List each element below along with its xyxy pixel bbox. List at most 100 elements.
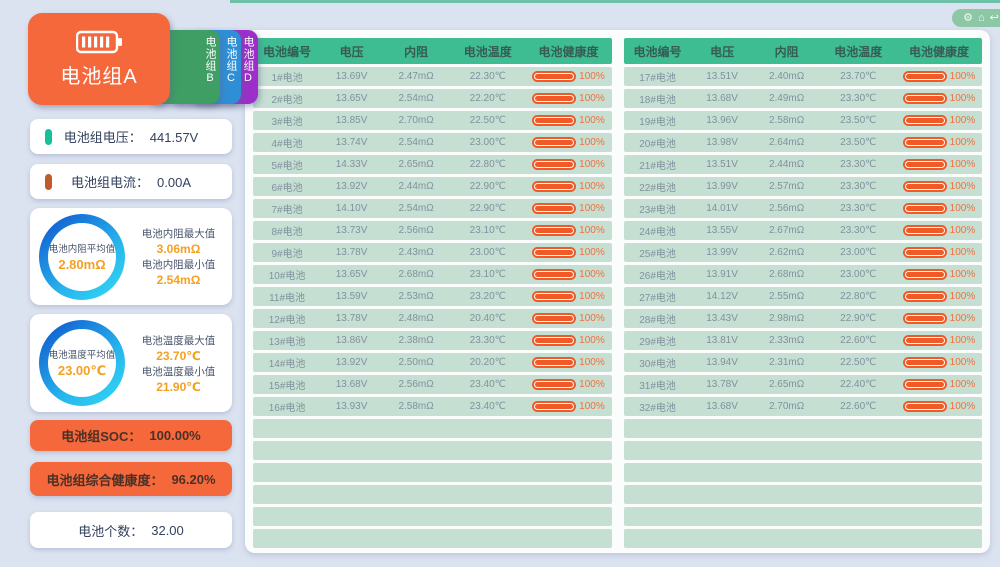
header-battery-id-cell: 电池编号: [633, 44, 682, 59]
health-percent: 100%: [949, 115, 976, 126]
voltage-cell: 13.51V: [706, 159, 738, 170]
temperature-cell: 23.40℃: [469, 401, 506, 412]
health-cell: 100%: [525, 159, 611, 170]
table-header-row: 电池编号 电压 内阻 电池温度 电池健康度: [253, 38, 612, 64]
health-percent: 100%: [949, 379, 976, 390]
temperature-cell: 23.30℃: [840, 203, 877, 214]
resistance-cell: 2.65mΩ: [768, 379, 805, 390]
temperature-cell: 22.50℃: [840, 357, 877, 368]
battery-id-cell: 18#电池: [639, 95, 676, 106]
temperature-avg-label: 电池温度平均值: [48, 350, 116, 361]
voltage-cell: 13.92V: [335, 181, 368, 192]
health-cell: 100%: [525, 137, 611, 148]
health-cell: 100%: [525, 203, 611, 214]
header-temperature-cell: 电池温度: [463, 44, 512, 59]
health-bar: [902, 71, 947, 82]
empty-table-row: [623, 529, 982, 548]
battery-id-cell: 23#电池: [639, 205, 676, 216]
health-bar: [532, 203, 577, 214]
health-bar: [902, 181, 947, 192]
voltage-cell: 13.81V: [706, 335, 738, 346]
health-cell: 100%: [896, 203, 982, 214]
resistance-gauge-card: 电池内阻平均值 2.80mΩ 电池内阻最大值 3.06mΩ 电池内阻最小值 2.…: [30, 208, 232, 305]
voltage-cell: 13.78V: [706, 379, 738, 390]
health-cell: 100%: [896, 115, 982, 126]
table-row: 16#电池 13.93V 2.58mΩ 23.40℃ 100%: [253, 397, 612, 416]
health-bar: [902, 335, 947, 346]
gear-icon[interactable]: ⚙: [963, 11, 973, 24]
temperature-cell: 23.50℃: [840, 115, 877, 126]
health-percent: 100%: [579, 269, 605, 280]
table-row: 27#电池 14.12V 2.55mΩ 22.80℃ 100%: [623, 287, 982, 306]
empty-table-row: [253, 441, 612, 460]
temperature-cell: 22.90℃: [840, 313, 877, 324]
temperature-cell: 23.30℃: [840, 225, 877, 236]
table-row: 8#电池 13.73V 2.56mΩ 23.10℃ 100%: [253, 221, 612, 240]
health-bar: [902, 225, 947, 236]
health-cell: 100%: [896, 313, 982, 324]
temperature-cell: 23.00℃: [469, 137, 506, 148]
battery-id-cell: 30#电池: [639, 359, 676, 370]
battery-id-cell: 27#电池: [639, 293, 676, 304]
voltage-cell: 13.96V: [706, 115, 738, 126]
health-bar: [532, 335, 577, 346]
header-voltage-cell: 电压: [710, 44, 735, 59]
health-cell: 100%: [525, 379, 611, 390]
resistance-cell: 2.70mΩ: [398, 115, 434, 126]
group-voltage-card: 电池组电压： 441.57V: [30, 119, 232, 154]
resistance-cell: 2.55mΩ: [768, 291, 805, 302]
empty-table-row: [623, 419, 982, 438]
health-bar: [532, 181, 577, 192]
empty-table-row: [253, 507, 612, 526]
sidebar: 电池组D 电池组C 电池组B 电池组A 电池组电压： 441.57V: [28, 0, 258, 567]
header-resistance-cell: 内阻: [404, 44, 429, 59]
health-bar: [902, 203, 947, 214]
table-row: 28#电池 13.43V 2.98mΩ 22.90℃ 100%: [623, 309, 982, 328]
battery-id-cell: 8#电池: [271, 227, 303, 238]
resistance-cell: 2.57mΩ: [768, 181, 805, 192]
table-row: 4#电池 13.74V 2.54mΩ 23.00℃ 100%: [253, 133, 612, 152]
health-bar: [532, 357, 577, 368]
battery-id-cell: 17#电池: [639, 73, 676, 84]
group-health-label: 电池组综合健康度：: [46, 472, 164, 488]
voltage-cell: 13.92V: [335, 357, 368, 368]
table-row: 23#电池 14.01V 2.56mΩ 23.30℃ 100%: [623, 199, 982, 218]
resistance-min-value: 2.54mΩ: [156, 273, 201, 287]
group-voltage-value: 441.57V: [149, 130, 199, 145]
battery-id-cell: 13#电池: [268, 337, 306, 348]
table-row: 10#电池 13.65V 2.68mΩ 23.10℃ 100%: [253, 265, 612, 284]
resistance-cell: 2.54mΩ: [398, 137, 434, 148]
health-cell: 100%: [525, 357, 611, 368]
battery-count-card: 电池个数： 32.00: [30, 512, 232, 548]
voltage-cell: 13.65V: [335, 269, 368, 280]
tab-battery-group-a[interactable]: 电池组A: [28, 13, 170, 105]
table-row: 3#电池 13.85V 2.70mΩ 22.50℃ 100%: [253, 111, 612, 130]
health-bar: [532, 93, 577, 104]
back-icon[interactable]: ↩: [989, 11, 999, 24]
health-percent: 100%: [579, 335, 605, 346]
resistance-max-value: 3.06mΩ: [156, 242, 201, 256]
table-row: 30#电池 13.94V 2.31mΩ 22.50℃ 100%: [623, 353, 982, 372]
temperature-cell: 23.10℃: [469, 269, 506, 280]
voltage-cell: 13.86V: [335, 335, 368, 346]
temperature-cell: 22.90℃: [469, 181, 506, 192]
health-cell: 100%: [896, 357, 982, 368]
home-icon[interactable]: ⌂: [978, 11, 985, 24]
health-percent: 100%: [949, 181, 976, 192]
battery-id-cell: 21#电池: [639, 161, 676, 172]
voltage-cell: 13.93V: [335, 401, 368, 412]
table-row: 6#电池 13.92V 2.44mΩ 22.90℃ 100%: [253, 177, 612, 196]
voltage-cell: 13.98V: [706, 137, 738, 148]
battery-group-tabs: 电池组D 电池组C 电池组B 电池组A: [28, 13, 258, 108]
table-header-row: 电池编号 电压 内阻 电池温度 电池健康度: [623, 38, 982, 64]
voltage-cell: 13.74V: [335, 137, 368, 148]
empty-table-row: [253, 419, 612, 438]
temperature-min-label: 电池温度最小值: [141, 365, 216, 378]
battery-id-cell: 12#电池: [268, 315, 306, 326]
resistance-avg-value: 2.80mΩ: [58, 257, 106, 272]
health-cell: 100%: [896, 71, 982, 82]
battery-id-cell: 20#电池: [639, 139, 676, 150]
temperature-cell: 23.00℃: [469, 247, 506, 258]
battery-id-cell: 6#电池: [271, 183, 303, 194]
health-percent: 100%: [949, 159, 976, 170]
